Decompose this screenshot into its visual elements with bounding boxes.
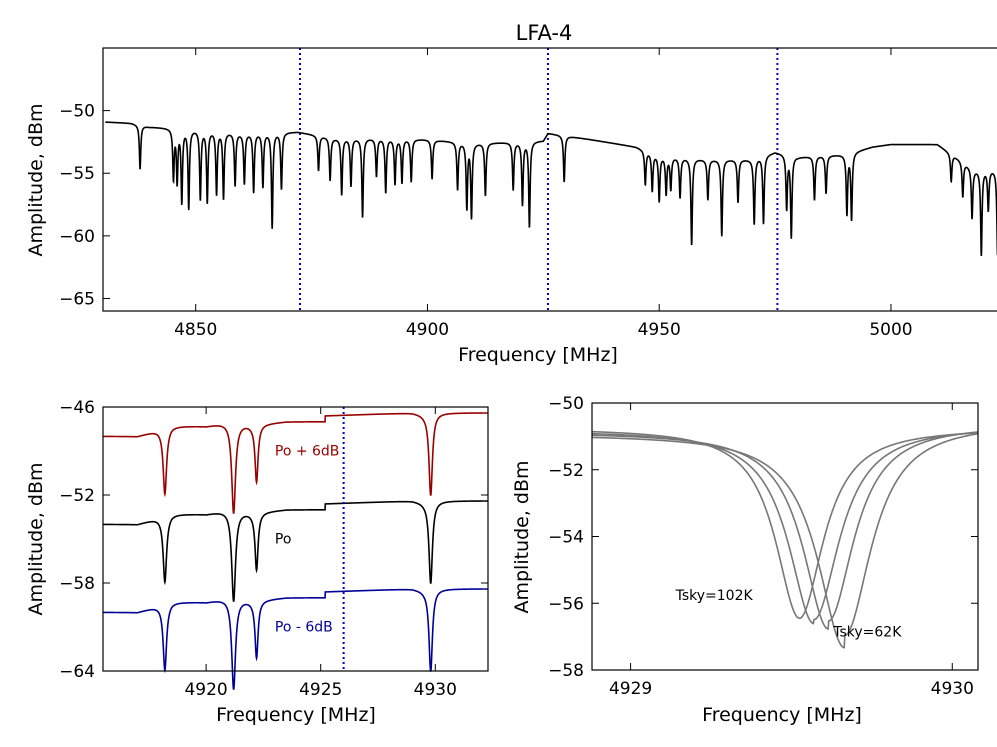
br-y-tick-label: −52 [548, 461, 584, 481]
bl-x-tick-label: 4930 [414, 680, 457, 700]
top-series-line [105, 121, 997, 256]
top-plot-area [105, 48, 997, 311]
br-curve-3 [591, 433, 978, 649]
top-y-tick-label: −55 [59, 164, 95, 184]
top-y-tick-label: −50 [59, 102, 95, 122]
bl-axes-frame [102, 406, 489, 672]
top-y-tick-label: −60 [59, 227, 95, 247]
br-curve-1 [591, 431, 978, 625]
top-x-tick-label: 4900 [406, 320, 449, 340]
bl-series-0 [103, 412, 488, 514]
br-y-tick-label: −56 [548, 594, 584, 614]
top-x-axis-label: Frequency [MHz] [458, 344, 618, 366]
bl-y-tick-label: −58 [59, 574, 95, 594]
top-ticks: 4850 4900 4950 5000 −50 −55 −60 −65 [59, 48, 913, 340]
top-axes-frame [102, 47, 997, 312]
bl-y-tick-label: −46 [59, 398, 95, 418]
top-y-tick-label: −65 [59, 289, 95, 309]
bottom-right-panel: Tsky=102K Tsky=62K 4929 4930 −50 −52 −54 −56 −5… [511, 394, 979, 726]
bl-plot-area: Po + 6dB Po Po - 6dB [103, 407, 488, 690]
bl-series-2 [103, 588, 488, 690]
br-x-axis-label: Frequency [MHz] [702, 704, 862, 726]
bl-x-axis-label: Frequency [MHz] [216, 704, 376, 726]
top-y-axis-label: Amplitude, dBm [25, 103, 47, 256]
br-annotation: Tsky=102K [675, 588, 754, 604]
br-y-tick-label: −50 [548, 394, 584, 414]
bl-x-tick-label: 4920 [184, 680, 227, 700]
br-ticks: 4929 4930 −50 −52 −54 −56 −58 [548, 394, 978, 699]
bl-x-tick-label: 4925 [299, 680, 342, 700]
br-y-axis-label: Amplitude, dBm [511, 460, 533, 613]
br-y-tick-label: −54 [548, 528, 584, 548]
br-x-tick-label: 4930 [931, 679, 974, 699]
br-annotation: Tsky=62K [832, 625, 902, 641]
bl-series-1 [103, 500, 488, 602]
bl-ticks: 4920 4925 4930 −46 −52 −58 −64 [59, 398, 488, 700]
bl-y-tick-label: −64 [59, 662, 95, 682]
bottom-left-panel: Po + 6dB Po Po - 6dB 4920 4925 4930 −46 −52 −58… [25, 398, 489, 726]
chart-title: LFA-4 [516, 21, 573, 45]
top-x-tick-label: 4850 [174, 320, 217, 340]
br-y-tick-label: −58 [548, 661, 584, 681]
top-x-tick-label: 5000 [869, 320, 912, 340]
br-plot-area: Tsky=102K Tsky=62K [591, 430, 978, 649]
bl-series-label: Po - 6dB [275, 619, 333, 635]
bl-y-tick-label: −52 [59, 486, 95, 506]
bl-series-label: Po + 6dB [275, 443, 340, 459]
br-curve-2 [591, 431, 978, 630]
bl-y-axis-label: Amplitude, dBm [25, 462, 47, 615]
bl-series-label: Po [275, 531, 292, 547]
br-curve-0 [591, 430, 978, 620]
top-x-tick-label: 4950 [638, 320, 681, 340]
top-panel: LFA-4 4850 4900 4950 5000 −50 −55 −60 −65 Frequ… [25, 21, 997, 366]
br-x-tick-label: 4929 [609, 679, 652, 699]
